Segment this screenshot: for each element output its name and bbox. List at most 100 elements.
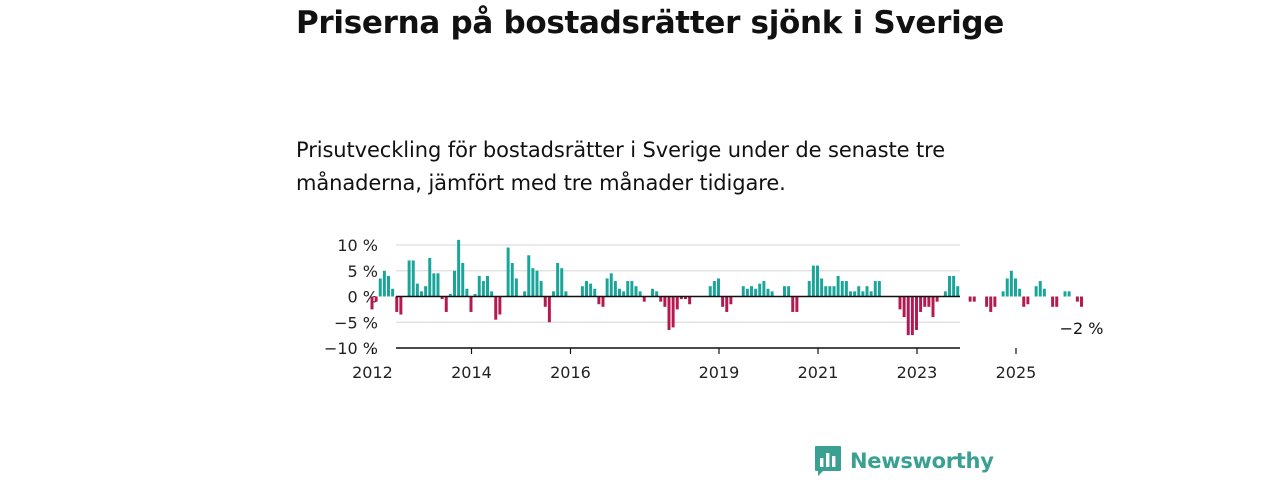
bar [1042, 288, 1046, 297]
bar [902, 296, 906, 318]
bar [436, 273, 440, 297]
bar [465, 288, 469, 297]
bar [721, 296, 725, 307]
bar [770, 291, 774, 297]
bar [1055, 296, 1059, 307]
bar [370, 296, 374, 310]
bar [919, 296, 923, 312]
bar [684, 296, 687, 300]
bar [659, 296, 663, 302]
bar [869, 291, 873, 297]
bar [675, 296, 679, 310]
bar [651, 288, 654, 297]
bar [898, 296, 902, 310]
bar [766, 288, 770, 297]
bar [486, 275, 489, 297]
y-tick-label: −5 % [334, 313, 378, 332]
bar [952, 275, 956, 297]
bar [411, 260, 415, 297]
chart-subtitle: Prisutveckling för bostadsrätter i Sveri… [296, 138, 946, 195]
bar [552, 291, 555, 297]
bar [717, 278, 720, 297]
bar [840, 281, 844, 297]
bar [535, 270, 539, 297]
bar [745, 288, 749, 297]
bar [1014, 278, 1017, 297]
bar [580, 286, 584, 297]
bar [877, 281, 881, 297]
bar [1075, 296, 1079, 302]
bar [481, 281, 485, 297]
bar [440, 296, 444, 300]
bar [985, 296, 989, 307]
bar [597, 296, 601, 305]
bar [1051, 296, 1055, 307]
bar [448, 293, 452, 297]
bar [634, 286, 638, 297]
bar [915, 296, 918, 330]
bar [923, 296, 927, 307]
bar [849, 291, 852, 297]
chart-title: Priserna på bostadsrätter sjönk i Sverig… [296, 5, 1005, 41]
bar [1018, 288, 1022, 297]
bar [642, 296, 646, 302]
bar [547, 296, 551, 323]
newsworthy-logo-icon [815, 446, 841, 476]
bar [943, 291, 947, 297]
bar [424, 286, 428, 297]
bar [820, 278, 824, 297]
bar [407, 260, 411, 297]
bar [754, 288, 758, 297]
bar [498, 296, 502, 315]
bar [972, 296, 976, 302]
bar [399, 296, 403, 315]
bar [688, 296, 692, 305]
y-axis-tick-labels: 10 % 5 % 0 % −5 % −10 % [324, 236, 378, 358]
bar [609, 273, 613, 297]
x-tick-label: 2021 [798, 363, 839, 382]
bar-chart: 10 % 5 % 0 % −5 % −10 % 2012 2014 2016 2019 2021… [324, 236, 1104, 382]
bar [391, 288, 395, 297]
bar [543, 296, 547, 307]
bar [679, 296, 683, 300]
bar [453, 270, 456, 297]
y-tick-label: −10 % [324, 339, 378, 358]
bar [935, 296, 939, 302]
bar [828, 286, 832, 297]
bar [993, 296, 997, 307]
bar [601, 296, 605, 307]
bar [989, 296, 993, 312]
bar [655, 291, 659, 297]
bar [494, 296, 498, 320]
bar [622, 291, 626, 297]
bar [556, 263, 560, 297]
bar [523, 291, 527, 297]
bar [832, 286, 836, 297]
bar [589, 283, 593, 297]
x-axis-ticks: 2012 2014 2016 2019 2021 2023 2025 [352, 348, 1036, 382]
x-tick-label: 2023 [897, 363, 938, 382]
bar [477, 275, 481, 297]
bar [560, 268, 564, 297]
newsworthy-logo[interactable]: Newsworthy [814, 444, 994, 478]
brand-name: Newsworthy [850, 449, 994, 473]
bar [1005, 278, 1009, 297]
bar [1038, 281, 1042, 297]
bar [605, 278, 609, 297]
bar [968, 296, 972, 302]
bar [708, 286, 712, 297]
bar [783, 286, 786, 297]
bar [750, 286, 753, 297]
bar [861, 291, 865, 297]
bar [725, 296, 729, 312]
bar [420, 291, 423, 297]
bar [564, 291, 568, 297]
x-tick-label: 2025 [996, 363, 1037, 382]
bar [956, 286, 960, 297]
bar [816, 265, 819, 297]
bar [762, 281, 766, 297]
bar [1022, 296, 1026, 307]
bar [865, 286, 869, 297]
bar [469, 296, 473, 312]
bar [638, 291, 642, 297]
